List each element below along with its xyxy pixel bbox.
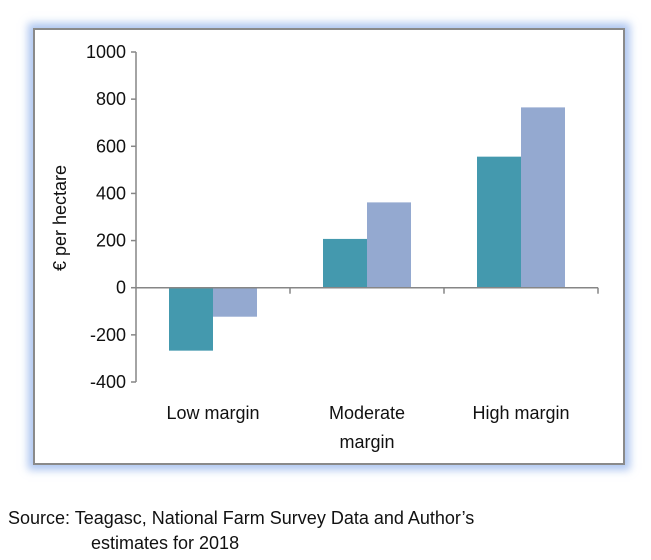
bar <box>477 156 521 288</box>
bar <box>169 287 213 351</box>
source-line-2: estimates for 2018 <box>91 533 240 553</box>
y-tick-label: 600 <box>96 136 126 156</box>
y-tick-label: 1000 <box>86 42 126 62</box>
y-tick-label: 0 <box>116 278 126 298</box>
y-tick-label: 800 <box>96 89 126 109</box>
y-tick-label: -200 <box>90 325 126 345</box>
y-tick-label: 400 <box>96 183 126 203</box>
bar <box>213 287 257 317</box>
y-tick-label: -400 <box>90 372 126 392</box>
source-line-1: Source: Teagasc, National Farm Survey Da… <box>8 508 475 528</box>
source-note: Source: Teagasc, National Farm Survey Da… <box>8 506 474 556</box>
y-axis-label: € per hectare <box>50 165 70 271</box>
bar <box>323 238 367 288</box>
category-label: Low margin <box>166 403 259 423</box>
y-tick-label: 200 <box>96 231 126 251</box>
bar <box>521 107 565 288</box>
category-label: High margin <box>472 403 569 423</box>
bar <box>367 202 411 288</box>
category-label: Moderate <box>329 403 405 423</box>
category-label: margin <box>339 432 394 452</box>
